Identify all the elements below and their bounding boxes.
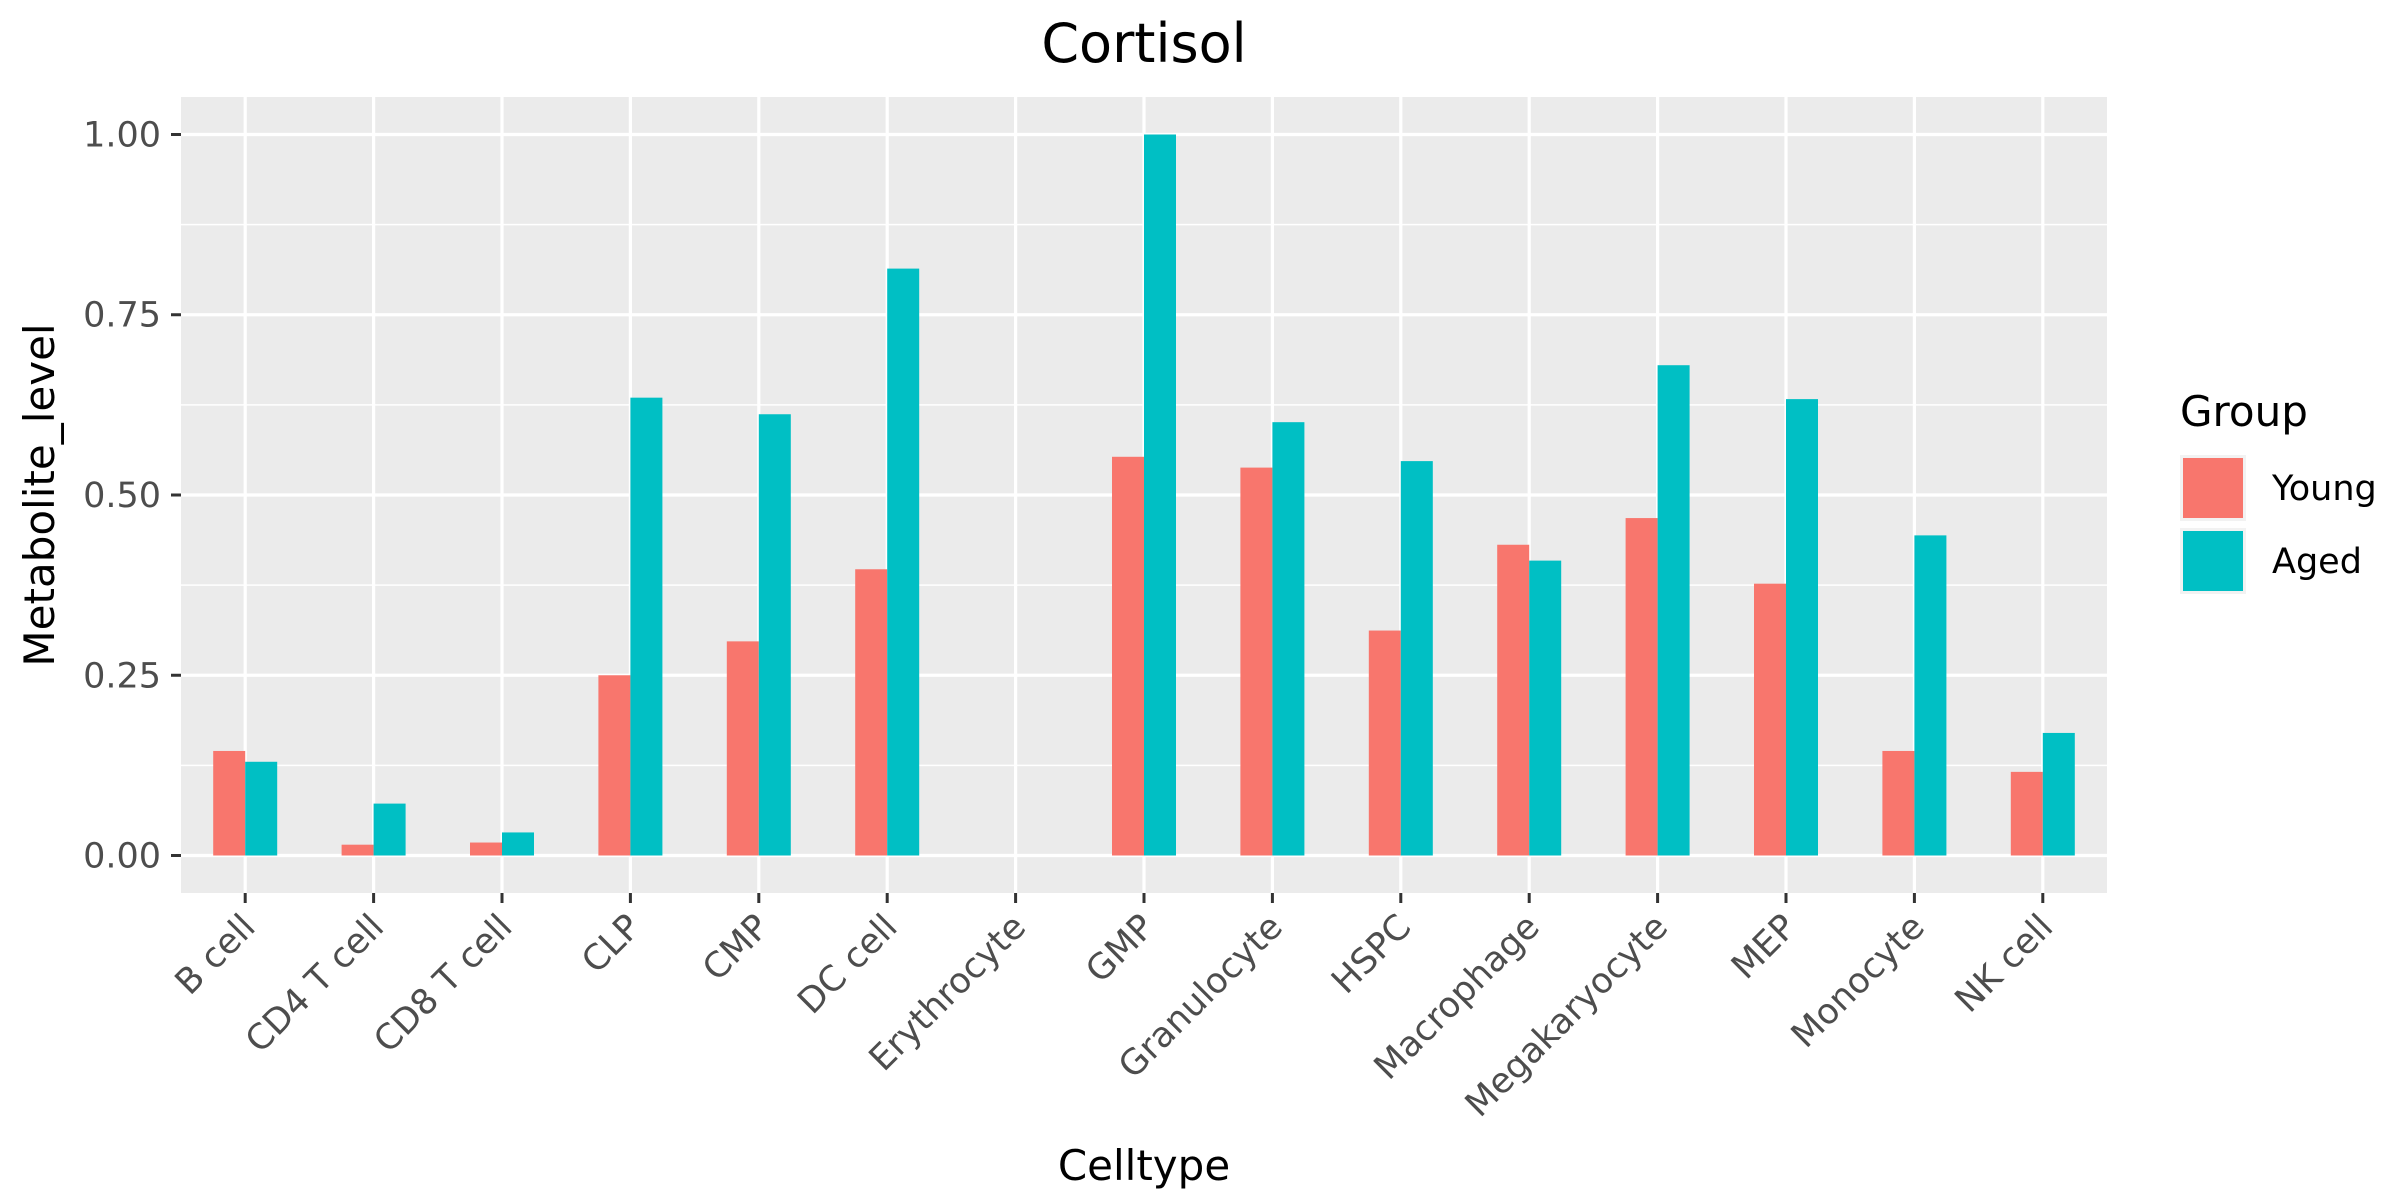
x-tick-label: GMP [1079,907,1163,991]
bar-aged [502,832,534,856]
y-tick-label: 0.75 [83,296,161,336]
x-tick-label: CD4 T cell [238,907,392,1061]
x-tick-label: CD8 T cell [367,907,521,1061]
bar-aged [1786,399,1818,856]
bar-young [726,641,759,856]
chart-title: Cortisol [1041,12,1246,75]
bar-young [1112,456,1144,856]
bar-aged [1272,422,1305,856]
x-tick-label: CLP [574,907,648,981]
bar-young [1497,544,1530,856]
legend-key-young [2183,458,2243,518]
bar-aged [1144,134,1176,856]
bar-young [213,750,246,856]
y-axis-title: Metabolite_level [15,323,64,666]
bar-young [2010,771,2043,856]
legend-label-aged: Aged [2272,542,2362,582]
x-tick-label: Monocyte [1784,907,1933,1056]
bar-young [598,675,631,856]
bar-aged [1914,535,1947,856]
x-tick-label: B cell [168,907,264,1003]
legend-label-young: Young [2271,469,2377,509]
y-axis: 0.00 0.25 0.50 0.75 1.00 [83,115,181,877]
legend-title: Group [2180,387,2308,436]
bar-aged [2042,732,2075,856]
bar-aged [1529,560,1562,856]
x-tick-label: NK cell [1948,907,2061,1020]
y-tick-label: 1.00 [83,115,161,155]
bar-young [470,842,502,856]
bar-aged [245,761,278,856]
x-tick-label: CMP [695,907,777,989]
bar-aged [630,397,663,856]
bar-young [855,569,888,856]
y-tick-label: 0.50 [83,476,161,516]
bar-young [1368,630,1401,856]
bar-aged [1400,461,1433,856]
x-tick-label: MEP [1724,907,1804,987]
legend: Group Young Aged [2180,387,2377,594]
bar-aged [758,414,791,856]
bar-young [1240,467,1273,856]
bar-young [1754,583,1786,856]
y-tick-label: 0.00 [83,837,161,877]
bar-young [1625,518,1658,856]
legend-key-aged [2183,531,2243,591]
x-tick-label: DC cell [790,907,905,1022]
bar-aged [887,268,920,856]
x-axis-title: Celltype [1058,1141,1230,1190]
bar-young [341,844,374,856]
bars [213,134,2075,856]
x-tick-label: HSPC [1324,907,1419,1002]
bar-aged [1657,365,1690,856]
y-tick-label: 0.25 [83,656,161,696]
bar-aged [373,803,406,856]
bar-young [1882,750,1915,856]
